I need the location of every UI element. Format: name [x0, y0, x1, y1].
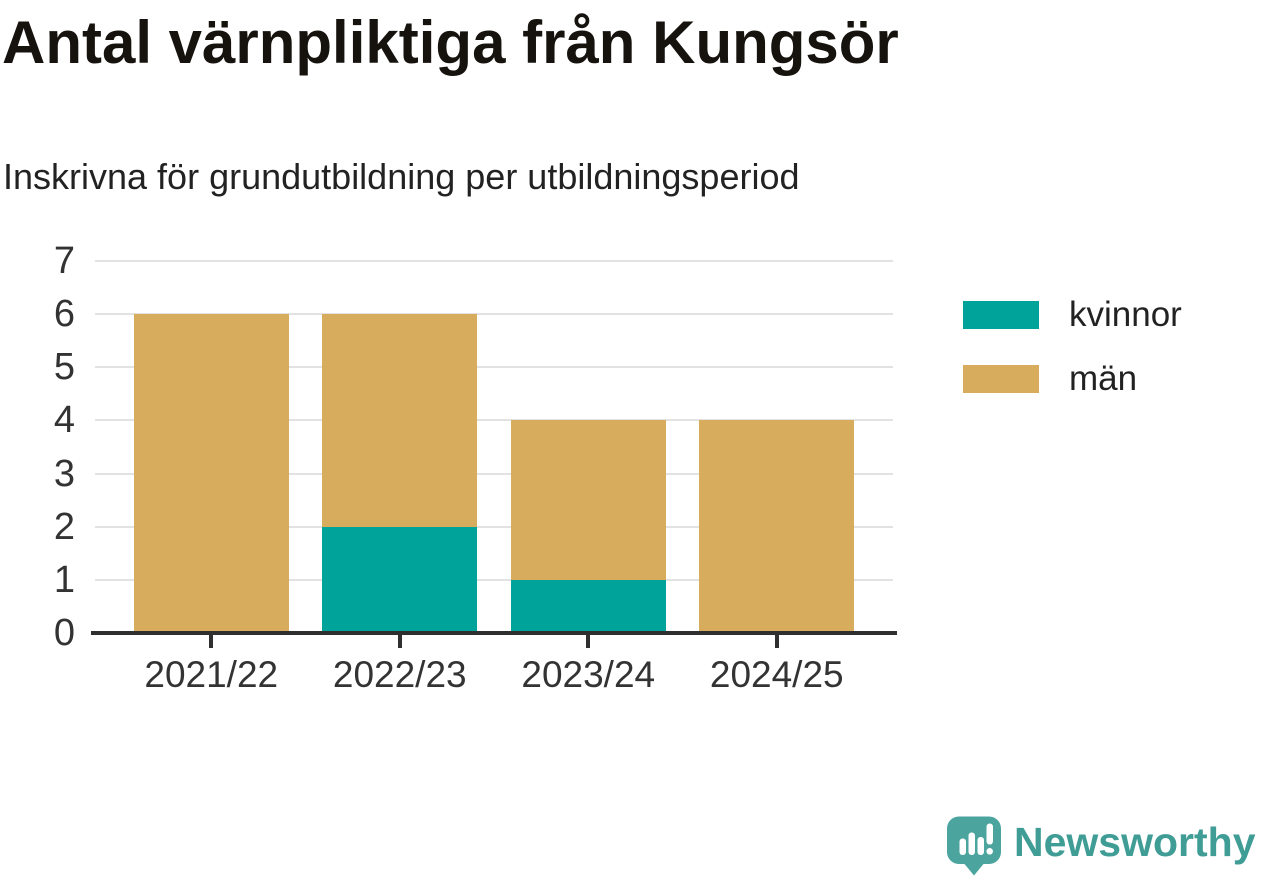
y-axis-tick-label: 7	[53, 240, 75, 282]
gridline-y-1	[95, 578, 893, 581]
gridline-y-4	[95, 419, 893, 422]
bar-män-2022-23	[322, 314, 478, 527]
legend-swatch-män	[963, 364, 1039, 393]
y-axis-tick-label: 2	[53, 505, 75, 548]
newsworthy-branding: Newsworthy	[946, 815, 1256, 877]
legend-item-män: män	[963, 361, 1182, 396]
legend-swatch-kvinnor	[963, 300, 1039, 329]
y-axis-tick-label: 3	[53, 452, 75, 495]
x-axis-tick-label: 2021/22	[144, 654, 279, 695]
x-axis-tick	[397, 635, 402, 648]
bar-kvinnor-2023-24	[510, 579, 666, 633]
x-axis-tick-label: 2023/24	[521, 654, 656, 695]
legend-label: kvinnor	[1069, 295, 1182, 334]
logo-exclamation-bar	[986, 823, 993, 845]
y-axis-tick-label: 0	[53, 612, 75, 654]
chart-legend: kvinnor män	[963, 297, 1182, 396]
chart-title: Antal värnpliktiga från Kungsör	[2, 9, 899, 76]
x-axis-tick	[586, 635, 591, 648]
newsworthy-logo-icon	[947, 816, 1001, 876]
bar-män-2024-25	[699, 420, 855, 633]
x-axis-tick-label: 2022/23	[332, 654, 467, 695]
legend-label: män	[1069, 359, 1138, 398]
legend-item-kvinnor: kvinnor	[963, 297, 1182, 332]
gridline-y-5	[95, 366, 893, 369]
logo-bar-2	[968, 832, 975, 855]
gridline-y-6	[95, 313, 893, 316]
logo-bar-3	[977, 837, 984, 855]
bar-kvinnor-2022-23	[322, 526, 478, 633]
y-axis-tick-label: 5	[53, 346, 75, 389]
x-axis-tick	[209, 635, 214, 648]
gridline-y-3	[95, 472, 893, 475]
newsworthy-wordmark: Newsworthy	[1014, 819, 1256, 865]
logo-exclamation-dot	[986, 848, 993, 855]
x-axis-tick	[774, 635, 779, 648]
chart-subtitle: Inskrivna för grundutbildning per utbild…	[3, 156, 800, 197]
gridline-y-2	[95, 525, 893, 528]
logo-bar-1	[959, 838, 966, 855]
y-axis-tick-label: 6	[53, 293, 75, 336]
x-axis-tick-label: 2024/25	[709, 654, 844, 695]
bar-män-2021-22	[133, 314, 289, 633]
gridline-y-7	[95, 260, 893, 262]
y-axis-tick-label: 4	[53, 399, 75, 442]
y-axis-tick-label: 1	[53, 558, 75, 601]
bar-män-2023-24	[510, 420, 666, 580]
x-axis-baseline	[91, 631, 897, 635]
